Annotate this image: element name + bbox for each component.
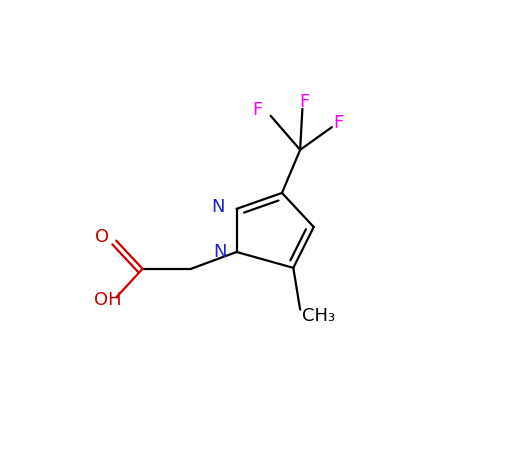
Text: OH: OH	[94, 291, 122, 309]
Text: F: F	[334, 114, 344, 132]
Text: N: N	[212, 197, 225, 216]
Text: F: F	[300, 93, 310, 111]
Text: CH₃: CH₃	[302, 306, 335, 325]
Text: N: N	[213, 243, 227, 261]
Text: O: O	[95, 228, 109, 246]
Text: F: F	[252, 101, 262, 119]
